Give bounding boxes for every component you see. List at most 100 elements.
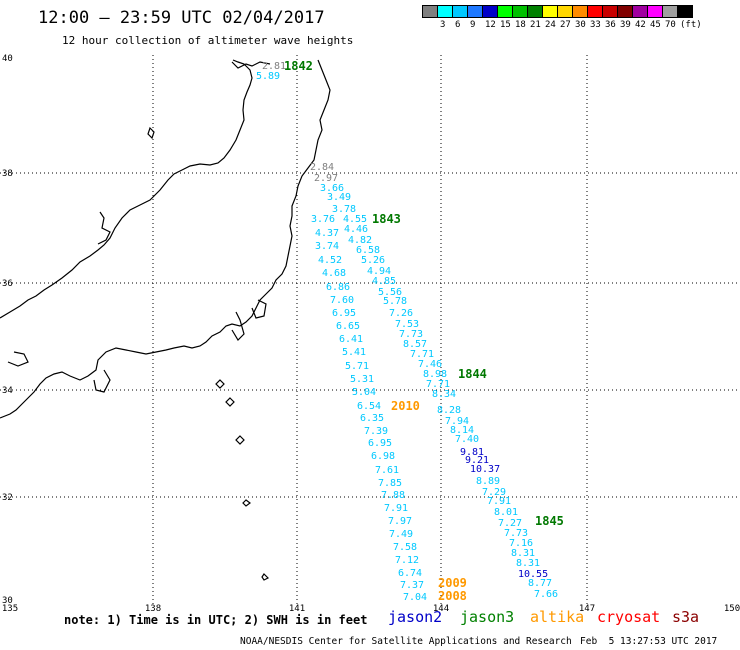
wave-height-label: 3.74: [315, 241, 339, 252]
wave-height-label: 5.78: [383, 296, 407, 307]
shikoku-coast: [7, 351, 29, 367]
wave-height-label: 5.89: [256, 71, 280, 82]
wave-height-label: 7.27: [498, 518, 522, 529]
wave-height-label: 7.97: [388, 516, 412, 527]
wave-height-label: 6.98: [371, 451, 395, 462]
legend-label: 21: [530, 20, 541, 30]
wave-height-label: 7.91: [487, 496, 511, 507]
izu-island-2: [225, 397, 235, 407]
wave-height-label: 7.71: [426, 379, 450, 390]
satellite-name-jason2: jason2: [388, 608, 443, 626]
track-time-label: 1844: [458, 367, 487, 381]
wave-height-label: 10.55: [518, 569, 548, 580]
wave-height-label: 7.58: [393, 542, 417, 553]
wave-height-label: 7.16: [509, 538, 533, 549]
credit-text: NOAA/NESDIS Center for Satellite Applica…: [240, 636, 572, 647]
wave-height-label: 7.85: [378, 478, 402, 489]
latitude-tick-label: 38: [2, 169, 13, 179]
wave-height-label: 7.73: [504, 528, 528, 539]
legend-label: 12: [485, 20, 496, 30]
track-time-label: 2008: [438, 589, 467, 603]
legend-label: 39: [620, 20, 631, 30]
longitude-tick-label: 138: [145, 604, 161, 614]
legend-label: 30: [575, 20, 586, 30]
kii-peninsula: [93, 369, 111, 393]
wave-height-label: 7.37: [400, 580, 424, 591]
wave-height-label: 8.28: [437, 405, 461, 416]
wave-height-label: 6.74: [398, 568, 422, 579]
wave-height-label: 2.97: [314, 173, 338, 184]
wave-height-label: 6.35: [360, 413, 384, 424]
wave-height-label: 8.34: [432, 389, 456, 400]
track-time-label: 1845: [535, 514, 564, 528]
satellite-name-s3a: s3a: [672, 608, 700, 626]
color-legend: 3 6 9 12 15 18 21 24 27 30 33 36 39 42 45 70 (ft): [422, 5, 702, 32]
legend-swatches: [422, 5, 693, 18]
satellite-name-cryosat: cryosat: [597, 608, 661, 626]
wave-height-label: 7.04: [403, 592, 427, 603]
track-time-label: 2009: [438, 576, 467, 590]
wave-height-label: 9.81: [460, 447, 484, 458]
latitude-tick-label: 32: [2, 493, 13, 503]
wave-height-label: 4.52: [318, 255, 342, 266]
wave-height-label: 4.68: [322, 268, 346, 279]
longitude-tick-label: 141: [289, 604, 305, 614]
wave-height-label: 8.77: [528, 578, 552, 589]
latitude-tick-label: 36: [2, 279, 13, 289]
wave-height-label: 6.95: [332, 308, 356, 319]
map-title: 12:00 – 23:59 UTC 02/04/2017: [38, 8, 325, 28]
latitude-tick-label: 40: [2, 54, 13, 64]
generated-timestamp: Feb 5 13:27:53 UTC 2017: [580, 636, 718, 647]
izu-island-1: [215, 379, 225, 389]
map-subtitle: 12 hour collection of altimeter wave hei…: [62, 34, 354, 47]
wave-height-label: 8.31: [516, 558, 540, 569]
wave-height-label: 3.66: [320, 183, 344, 194]
coastline: [0, 59, 331, 581]
wave-height-label: 7.73: [399, 329, 423, 340]
wave-height-label: 8.98: [423, 369, 447, 380]
wave-height-label: 4.55: [343, 214, 367, 225]
legend-swatch: [677, 5, 693, 18]
longitude-tick-label: 135: [2, 604, 18, 614]
wave-height-label: 5.41: [342, 347, 366, 358]
honshu-coastline: [0, 59, 253, 319]
wave-height-label: 6.95: [368, 438, 392, 449]
wave-height-label: 3.76: [311, 214, 335, 225]
wave-height-label: 8.57: [403, 339, 427, 350]
wave-height-label: 7.39: [364, 426, 388, 437]
wave-height-label: 7.71: [410, 349, 434, 360]
noto-peninsula: [97, 211, 111, 245]
satellite-name-altika: altika: [530, 608, 585, 626]
wave-height-label: 6.65: [336, 321, 360, 332]
wave-height-label: 4.82: [348, 235, 372, 246]
wave-height-label: 7.61: [375, 465, 399, 476]
wave-height-label: 7.60: [330, 295, 354, 306]
wave-height-label: 7.29: [482, 487, 506, 498]
wave-height-label: 6.58: [356, 245, 380, 256]
wave-height-label: 3.49: [327, 192, 351, 203]
wave-height-label: 2.81: [262, 61, 286, 72]
wave-height-label: 8.31: [511, 548, 535, 559]
wave-height-label: 5.04: [352, 387, 376, 398]
wave-height-label: 7.88: [381, 490, 405, 501]
legend-label: 15: [500, 20, 511, 30]
hokkaido-tip: [231, 61, 271, 69]
izu-island-4: [242, 499, 251, 507]
legend-label: 45: [650, 20, 661, 30]
lat-lon-grid: [0, 55, 740, 605]
latitude-tick-label: 30: [2, 596, 13, 606]
legend-label: 42: [635, 20, 646, 30]
longitude-tick-label: 144: [433, 604, 449, 614]
legend-label: 18: [515, 20, 526, 30]
wave-height-label: 7.49: [389, 529, 413, 540]
legend-label: 70: [665, 20, 676, 30]
wave-height-label: 9.21: [465, 455, 489, 466]
latitude-tick-label: 34: [2, 386, 13, 396]
legend-label: 6: [455, 20, 461, 30]
wave-height-label: 8.14: [450, 425, 474, 436]
sado-island: [147, 126, 155, 140]
wave-height-labels: 2.815.89 2.842.973.663.493.783.76 4.55 4.37…: [256, 61, 558, 603]
wave-height-label: 7.26: [389, 308, 413, 319]
